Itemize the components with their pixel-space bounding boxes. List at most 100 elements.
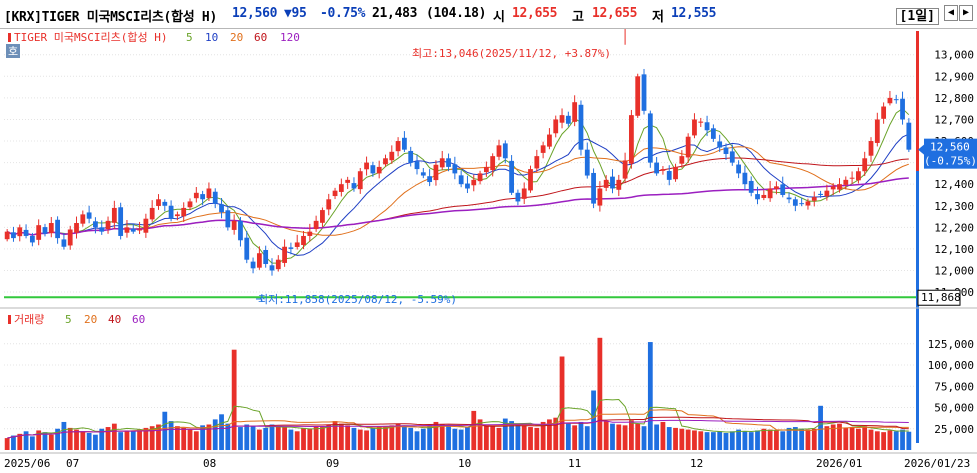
candle-body <box>565 115 571 124</box>
volume-bar <box>376 426 382 450</box>
volume-bar <box>408 427 414 450</box>
volume-bar <box>521 425 527 450</box>
candle-body <box>799 203 805 205</box>
vol-ma60-label: 60 <box>132 313 145 326</box>
candle-body <box>313 220 319 230</box>
candle-body <box>288 247 294 249</box>
candle-body <box>29 235 35 243</box>
candle-body <box>792 199 798 206</box>
volume-bar <box>162 411 168 450</box>
volume-bar <box>483 424 489 450</box>
ticker-code: [KRX]TIGER 미국MSCI리츠(합성 H) <box>4 10 217 25</box>
volume-tick-label: 75,000 <box>934 380 974 393</box>
candle-body <box>515 192 521 202</box>
x-axis-label: 2026/01/23 <box>904 457 970 470</box>
volume-bar <box>780 431 786 450</box>
volume-bar <box>111 423 117 450</box>
volume-bar <box>755 430 760 450</box>
hoga-button[interactable] <box>6 44 20 58</box>
candle-body <box>244 237 250 260</box>
ma120-label: 120 <box>280 31 300 44</box>
price-legend-marker <box>8 33 11 42</box>
volume-bar <box>811 428 817 450</box>
candle-body <box>502 143 508 159</box>
volume-bar <box>818 405 823 450</box>
candle-body <box>439 158 445 168</box>
candle-body <box>471 179 477 186</box>
candle-body <box>332 190 338 197</box>
quote-header: [KRX]TIGER 미국MSCI리츠(합성 H) 12,560 ▼95 -0.… <box>0 0 977 29</box>
candle-body <box>17 227 23 237</box>
ma20-line <box>6 146 909 236</box>
volume-bar <box>67 427 73 450</box>
volume-bar <box>433 421 439 450</box>
volume-bar <box>11 435 16 450</box>
vol-ma20-label: 20 <box>84 313 97 326</box>
volume-bar <box>666 427 672 450</box>
candle-body <box>250 261 256 269</box>
volume-bar <box>395 423 401 450</box>
volume-ma-lines <box>7 398 909 439</box>
volume-bar <box>452 428 458 450</box>
candle-body <box>275 259 281 270</box>
volume-bar <box>761 428 767 450</box>
candle-body <box>4 231 10 240</box>
candle-body <box>23 229 29 236</box>
candle-body <box>105 220 111 230</box>
volume-legend-name: 거래량 <box>14 313 44 326</box>
candle-body <box>906 122 912 150</box>
volume-bar <box>93 434 98 450</box>
low-line-tag-text: 11,868 <box>921 291 961 304</box>
volume-ratio: (104.18) <box>426 6 487 21</box>
candle-body <box>162 201 168 206</box>
period-selector[interactable]: [1일] ◀ ▶ <box>895 5 973 25</box>
volume-bar <box>729 431 735 450</box>
candle-body <box>767 188 773 199</box>
volume-tick-label: 100,000 <box>928 359 974 372</box>
volume-bar <box>603 421 609 450</box>
high-annotation: 최고:13,046(2025/11/12, +3.87%) <box>412 47 611 60</box>
volume-bar <box>74 429 79 450</box>
candle-body <box>509 160 514 193</box>
volume-bar <box>124 430 130 450</box>
volume-bar <box>446 426 451 450</box>
candle-body <box>130 228 136 232</box>
candle-body <box>547 134 552 147</box>
candle-body <box>654 162 660 174</box>
candle-body <box>572 102 578 122</box>
prev-period-button[interactable]: ◀ <box>944 5 958 21</box>
period-label[interactable]: [1일] <box>895 8 939 25</box>
volume-bar <box>906 431 912 450</box>
volume-bar <box>231 349 237 450</box>
volume-bar <box>118 432 124 450</box>
candle-body <box>843 179 849 185</box>
volume-bar <box>629 420 634 450</box>
volume-bar <box>383 427 388 450</box>
volume-bar <box>805 429 811 450</box>
ma60-label: 60 <box>254 31 267 44</box>
volume-bar <box>679 428 685 450</box>
ma20-label: 20 <box>230 31 243 44</box>
candle-body <box>704 122 710 131</box>
candle-body <box>578 104 584 150</box>
candle-body <box>294 242 300 247</box>
candle-body <box>666 171 672 180</box>
volume-bar <box>792 427 798 450</box>
volume-bar <box>168 421 174 450</box>
volume-bar <box>17 433 23 450</box>
candle-body <box>48 223 54 234</box>
volume-bar <box>48 434 54 450</box>
moving-average-lines <box>6 108 910 264</box>
volume-bar <box>427 425 433 450</box>
volume-bar <box>225 423 231 450</box>
volume-bars <box>4 337 912 450</box>
candle-body <box>849 177 855 179</box>
candle-body <box>837 184 842 190</box>
scale-range-bar-up <box>916 31 919 171</box>
volume-bar <box>80 431 86 450</box>
candle-body <box>61 239 67 247</box>
volume-bar <box>654 424 660 450</box>
next-period-button[interactable]: ▶ <box>959 5 973 21</box>
candle-body <box>603 179 609 188</box>
volume-bar <box>881 432 887 450</box>
